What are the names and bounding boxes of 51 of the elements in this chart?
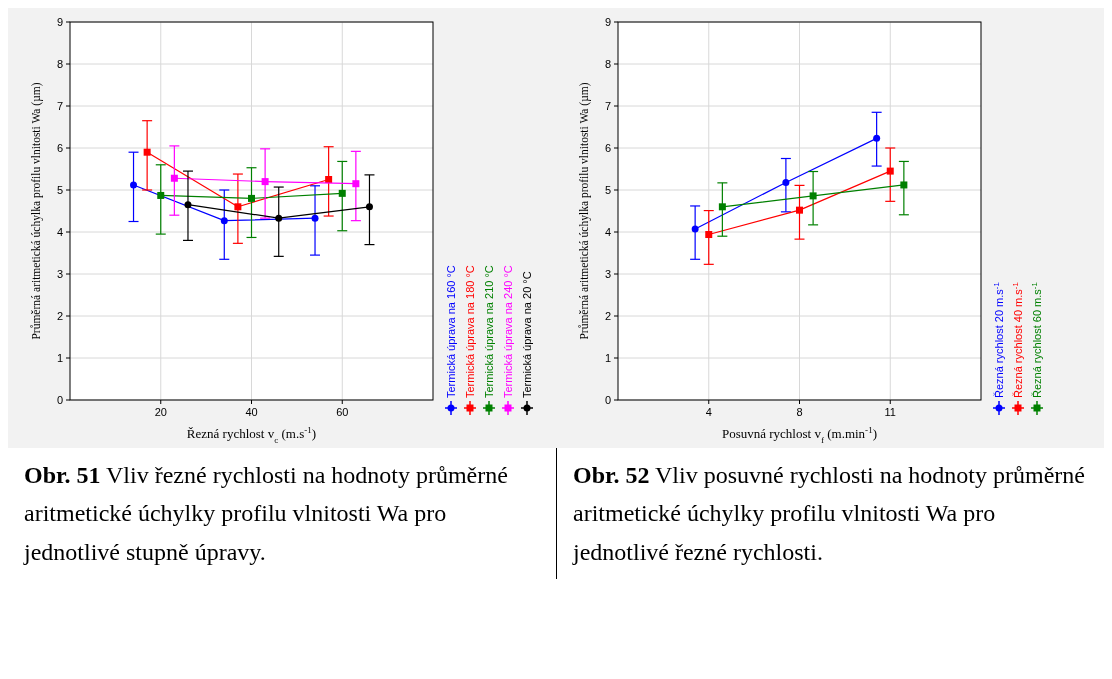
point [157,191,165,199]
y-tick-label: 6 [56,142,63,154]
y-tick-label: 0 [604,394,611,406]
x-tick-label: 20 [154,406,167,418]
point [261,178,269,186]
y-tick-label: 5 [604,184,611,196]
text: Termická úprava na 160 °C [445,265,457,398]
x-axis-title: Posuvná rychlost v$_{f}$ (m.min$^{-1}$) [721,425,878,445]
text: Termická úprava na 20 °C [521,271,533,398]
point [365,203,373,211]
text: Obr. 51 Vliv řezné rychlosti na hodnoty průměrné aritmetické úchylky profilu vlnitosti Wa pro jednotlivé stupně úpravy. [24,461,509,567]
point [338,189,346,197]
point [170,174,178,182]
y-tick-label: 9 [56,16,63,28]
y-axis-title: Průměrná aritmetická úchylka profilu vlnitosti Wa (µm) [30,82,43,340]
text: Obr. 52 Vliv posuvné rychlosti na hodnoty průměrné aritmetické úchylky profilu vlnitosti Wa pro jednotlivé řezné rychlosti. [573,461,1086,567]
y-tick-label: 1 [604,352,611,364]
y-tick-label: 4 [604,226,611,238]
x-tick-label: 60 [336,406,349,418]
point [234,203,242,211]
y-tick-label: 1 [56,352,63,364]
y-tick-label: 6 [604,142,611,154]
point [220,217,228,225]
point [143,148,151,156]
y-tick-label: 7 [604,100,611,112]
text: Termická úprava na 180 °C [464,265,476,398]
point [248,194,255,202]
y-tick-label: 9 [604,16,611,28]
y-tick-label: 4 [56,226,63,238]
y-tick-label: 2 [604,310,611,322]
y-axis-title: Průměrná aritmetická úchylka profilu vlnitosti Wa (µm) [578,82,591,340]
x-tick-label: 40 [245,406,258,418]
y-tick-label: 2 [56,310,63,322]
text: Termická úprava na 210 °C [483,265,495,398]
text: Termická úprava na 240 °C [502,265,514,398]
point [352,180,360,188]
x-axis-title: Řezná rychlost v$_{c}$ (m.s$^{-1}$) [186,425,317,445]
point [275,214,283,222]
y-tick-label: 5 [56,184,63,196]
point [130,181,138,189]
y-tick-label: 8 [604,58,611,70]
y-tick-label: 7 [56,100,63,112]
y-tick-label: 8 [56,58,63,70]
y-tick-label: 3 [56,268,63,280]
x-tick-label: 4 [705,406,712,418]
x-tick-label: 11 [884,406,896,418]
y-tick-label: 0 [56,394,63,406]
point [184,201,192,209]
point [311,214,319,222]
x-tick-label: 8 [796,406,803,418]
y-tick-label: 3 [604,268,611,280]
